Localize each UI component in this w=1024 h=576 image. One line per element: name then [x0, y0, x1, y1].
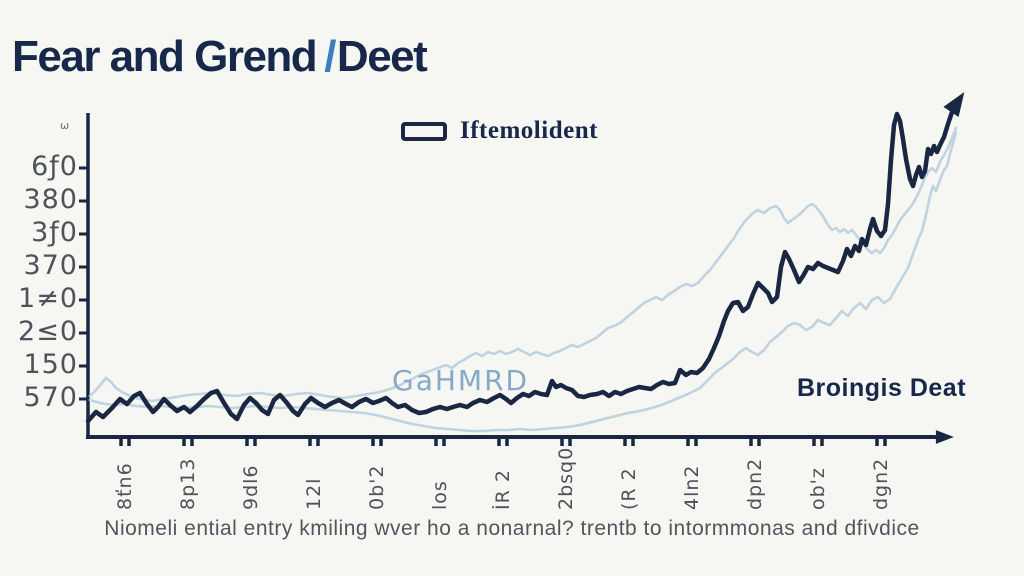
- series-dark-navy-volatile: [85, 100, 960, 424]
- x-tick-label: dgn2: [870, 457, 892, 510]
- title-slash: /: [324, 32, 336, 82]
- x-tick-label: 0b'2: [366, 464, 388, 510]
- x-tick-label: İR 2: [492, 469, 514, 510]
- y-axis-top-mark: ω: [60, 119, 70, 132]
- x-tick-label: 2bsq0: [555, 446, 577, 510]
- x-tick-label: ob'z: [807, 467, 829, 510]
- trend-arrowhead: [943, 92, 965, 118]
- page-title: Fear and Grend/Deet: [12, 25, 428, 89]
- x-tick-label: (R 2: [618, 467, 640, 510]
- y-tick-label: 6ƒ0: [31, 151, 78, 182]
- title-part1: Fear and Grend: [12, 32, 318, 82]
- x-tick-label: 9dl6: [240, 464, 262, 510]
- y-tick-label: 380: [23, 184, 78, 215]
- legend-key-box-icon: [401, 121, 447, 141]
- caption: Niomeli ential entry kmiling wver ho a n…: [104, 517, 920, 540]
- title-part2: Deet: [336, 32, 428, 82]
- annotation-series-label: Broingis Deat: [797, 374, 967, 402]
- y-tick-label: 1≠0: [18, 283, 78, 314]
- y-tick-label: 150: [23, 349, 78, 380]
- x-tick-label: 4ln2: [681, 464, 703, 511]
- x-tick-label: 8ťn6: [114, 462, 136, 510]
- legend-label: Iftemolident: [460, 117, 598, 144]
- x-tick-label: 8p13: [177, 457, 199, 510]
- x-tick-label: 12l: [303, 477, 325, 510]
- y-tick-label: 3ƒ0: [31, 217, 78, 248]
- y-tick-label: 2≤0: [18, 316, 78, 347]
- x-tick-label: los: [429, 480, 451, 510]
- y-tick-label: 570: [23, 382, 78, 413]
- y-tick-label: 370: [23, 250, 78, 281]
- series-light-blue-lower: [88, 131, 958, 433]
- legend: Iftemolident: [401, 117, 598, 145]
- x-tick-label: dpn2: [744, 457, 766, 510]
- annotation-watermark: GaHMRD: [392, 364, 530, 397]
- series-light-blue-upper: [88, 126, 958, 403]
- x-axis-arrowhead: [935, 430, 954, 444]
